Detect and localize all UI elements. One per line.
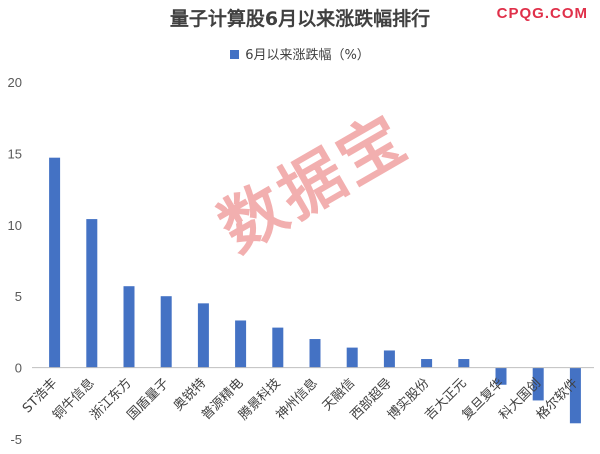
bar xyxy=(421,359,433,368)
y-tick-label: 0 xyxy=(15,361,22,376)
chart-title: 量子计算股6月以来涨跌幅排行 xyxy=(169,8,431,30)
y-tick-label: 20 xyxy=(8,75,22,90)
y-tick-label: 5 xyxy=(15,289,22,304)
bar xyxy=(309,339,321,368)
bar xyxy=(458,359,470,368)
bar xyxy=(532,367,544,401)
bar xyxy=(49,157,61,368)
bar xyxy=(346,347,358,368)
bar xyxy=(272,327,284,368)
x-category-label: 神州信息 xyxy=(273,375,321,423)
y-tick-label: 15 xyxy=(8,146,22,161)
bar xyxy=(383,350,395,368)
legend-swatch xyxy=(230,50,240,59)
y-tick-label: -5 xyxy=(10,432,22,447)
bar xyxy=(569,367,581,424)
x-category-label: 国盾量子 xyxy=(125,376,172,423)
bar xyxy=(197,303,209,368)
bar xyxy=(160,296,172,368)
bar xyxy=(86,219,98,368)
bar xyxy=(235,320,247,368)
chart-legend: 6月以来涨跌幅（%） xyxy=(0,44,600,63)
bar xyxy=(495,367,507,385)
site-brand-label: CPQG.COM xyxy=(496,5,588,22)
bar xyxy=(123,286,135,368)
y-tick-label: 10 xyxy=(8,218,22,233)
legend-label: 6月以来涨跌幅（%） xyxy=(245,48,370,63)
